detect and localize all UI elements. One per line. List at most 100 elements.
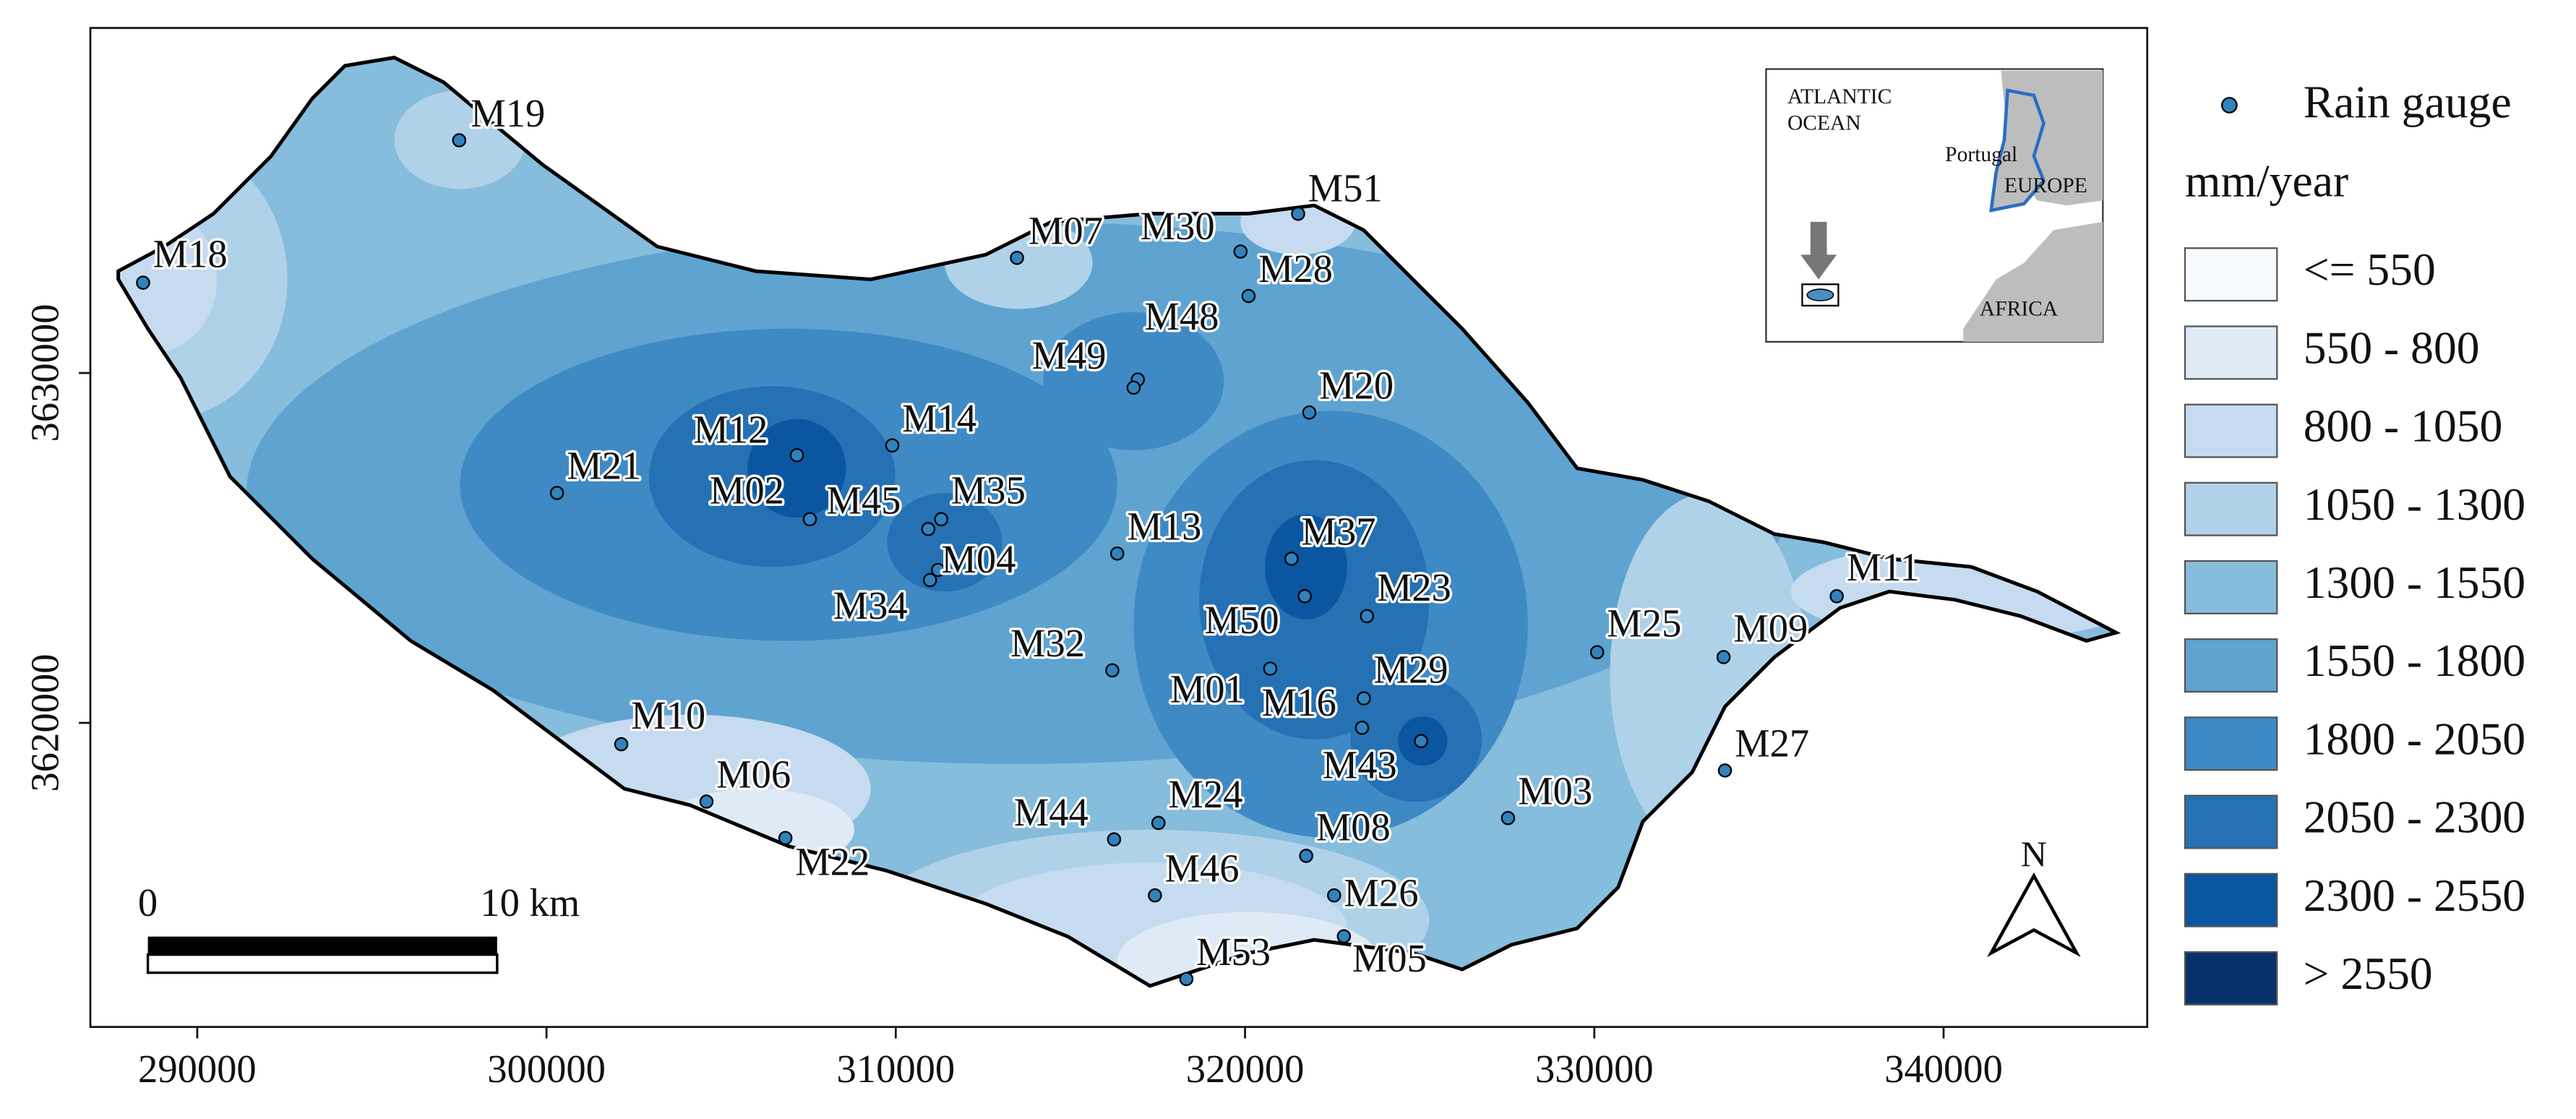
gauge-label: M26 (1344, 870, 1418, 914)
gauge-label: M06 (716, 753, 791, 797)
rain-gauge (1107, 832, 1122, 846)
rain-gauge (699, 794, 714, 809)
gauge-label: M08 (1316, 805, 1391, 849)
gauge-label: M49 (1031, 333, 1106, 377)
legend-swatch (2184, 481, 2278, 536)
legend-swatch (2184, 638, 2278, 693)
gauge-label: M09 (1733, 606, 1808, 650)
rain-gauge (1241, 288, 1256, 304)
gauge-label: M37 (1301, 510, 1375, 554)
rain-gauge (1717, 763, 1733, 778)
rain-gauge (1148, 888, 1162, 903)
rain-gauge (1354, 721, 1370, 735)
gauge-label: M53 (1196, 930, 1271, 974)
rain-gauge (1357, 691, 1371, 706)
x-tick-label: 310000 (837, 1047, 956, 1091)
scale-start: 0 (138, 880, 158, 925)
gauge-label: M22 (795, 839, 870, 883)
gauge-label: M20 (1319, 363, 1394, 407)
gauge-label: M50 (1205, 598, 1279, 642)
gauge-label: M03 (1518, 768, 1592, 813)
gauge-label: M21 (567, 444, 641, 488)
legend-gauge-label: Rain gauge (2304, 76, 2512, 127)
legend-label: 550 - 800 (2304, 322, 2480, 373)
rain-gauge (1151, 815, 1166, 831)
legend-title: mm/year (2185, 155, 2348, 207)
gauge-label: M11 (1847, 545, 1920, 589)
rain-gauge (1297, 589, 1312, 604)
legend-swatch (2184, 951, 2278, 1006)
legend: Rain gauge mm/year <= 550 550 - 800 800 - … (2184, 76, 2526, 1006)
gauge-label: M13 (1127, 504, 1201, 548)
rain-gauge (1263, 661, 1278, 676)
gauge-label: M19 (471, 91, 545, 135)
rain-gauge (1010, 250, 1024, 265)
africa-land (1963, 221, 2103, 342)
legend-label: 1550 - 1800 (2304, 635, 2526, 686)
rain-gauge (136, 275, 150, 290)
north-symbol (1987, 872, 2081, 958)
rain-gauge (1589, 645, 1605, 660)
rain-gauge (778, 831, 793, 846)
north-arrow: N (1987, 833, 2081, 958)
rain-gauge (1302, 405, 1317, 420)
north-label: N (2021, 833, 2047, 874)
legend-swatch (2184, 873, 2278, 927)
gauge-label: M27 (1735, 721, 1809, 766)
x-tick-label: 330000 (1535, 1047, 1654, 1091)
x-tick-label: 320000 (1186, 1047, 1305, 1091)
legend-label: <= 550 (2304, 244, 2436, 295)
rain-gauge (1500, 810, 1516, 826)
gauge-label: M48 (1144, 294, 1219, 338)
gauge-label: M28 (1258, 246, 1333, 291)
x-tick-label: 340000 (1884, 1047, 2003, 1091)
gauge-label: M02 (710, 468, 784, 513)
rain-gauge (1829, 589, 1844, 604)
inset-ocean: ATLANTIC (1787, 85, 1892, 108)
legend-swatch (2184, 325, 2278, 380)
scale-end: 10 km (480, 880, 580, 925)
gauge-label: M25 (1607, 601, 1681, 646)
gauge-label: M45 (826, 478, 901, 522)
gauge-label: M30 (1141, 204, 1215, 248)
x-tick-label: 300000 (487, 1047, 606, 1091)
gauge-label: M16 (1262, 680, 1336, 724)
rain-gauge (789, 447, 804, 463)
legend-label: 1800 - 2050 (2304, 713, 2526, 764)
rain-gauge (1327, 888, 1341, 903)
gauge-label: M35 (951, 468, 1026, 513)
scale-bar-white (146, 953, 499, 974)
inset-ocean: OCEAN (1787, 112, 1861, 135)
rain-gauge (1126, 380, 1141, 395)
scale-bar-black (147, 936, 497, 955)
rain-gauge (1414, 734, 1428, 748)
y-tick-label: 3620000 (23, 654, 67, 792)
gauge-label: M05 (1352, 936, 1427, 980)
inset-island (1806, 288, 1834, 301)
legend-swatch (2184, 716, 2278, 771)
inset-africa: AFRICA (1980, 297, 2058, 320)
legend-label: 2300 - 2550 (2304, 870, 2526, 921)
gauge-label: M14 (902, 396, 976, 440)
rain-gauge (1360, 609, 1374, 624)
inset-arrow (1800, 221, 1837, 280)
legend-swatch (2184, 403, 2278, 458)
rain-gauge (921, 522, 936, 536)
legend-label: 1300 - 1550 (2304, 557, 2526, 608)
rain-gauge (922, 573, 937, 588)
gauge-label: M01 (1170, 667, 1245, 711)
legend-swatch (2184, 794, 2278, 849)
rain-gauge (1179, 972, 1194, 987)
rain-gauge (885, 438, 900, 453)
y-tick-label: 3630000 (23, 304, 67, 442)
legend-swatch (2184, 560, 2278, 614)
rain-gauge (1233, 244, 1248, 259)
gauge-label: M07 (1029, 208, 1103, 252)
gauge-label: M46 (1165, 846, 1240, 890)
rain-gauge (1716, 650, 1731, 664)
rain-gauge (1284, 552, 1299, 566)
axes: 290000 300000 310000 320000 330000 340000 3620… (23, 304, 2003, 1091)
legend-label: 800 - 1050 (2304, 400, 2503, 452)
rain-gauge (931, 562, 945, 578)
